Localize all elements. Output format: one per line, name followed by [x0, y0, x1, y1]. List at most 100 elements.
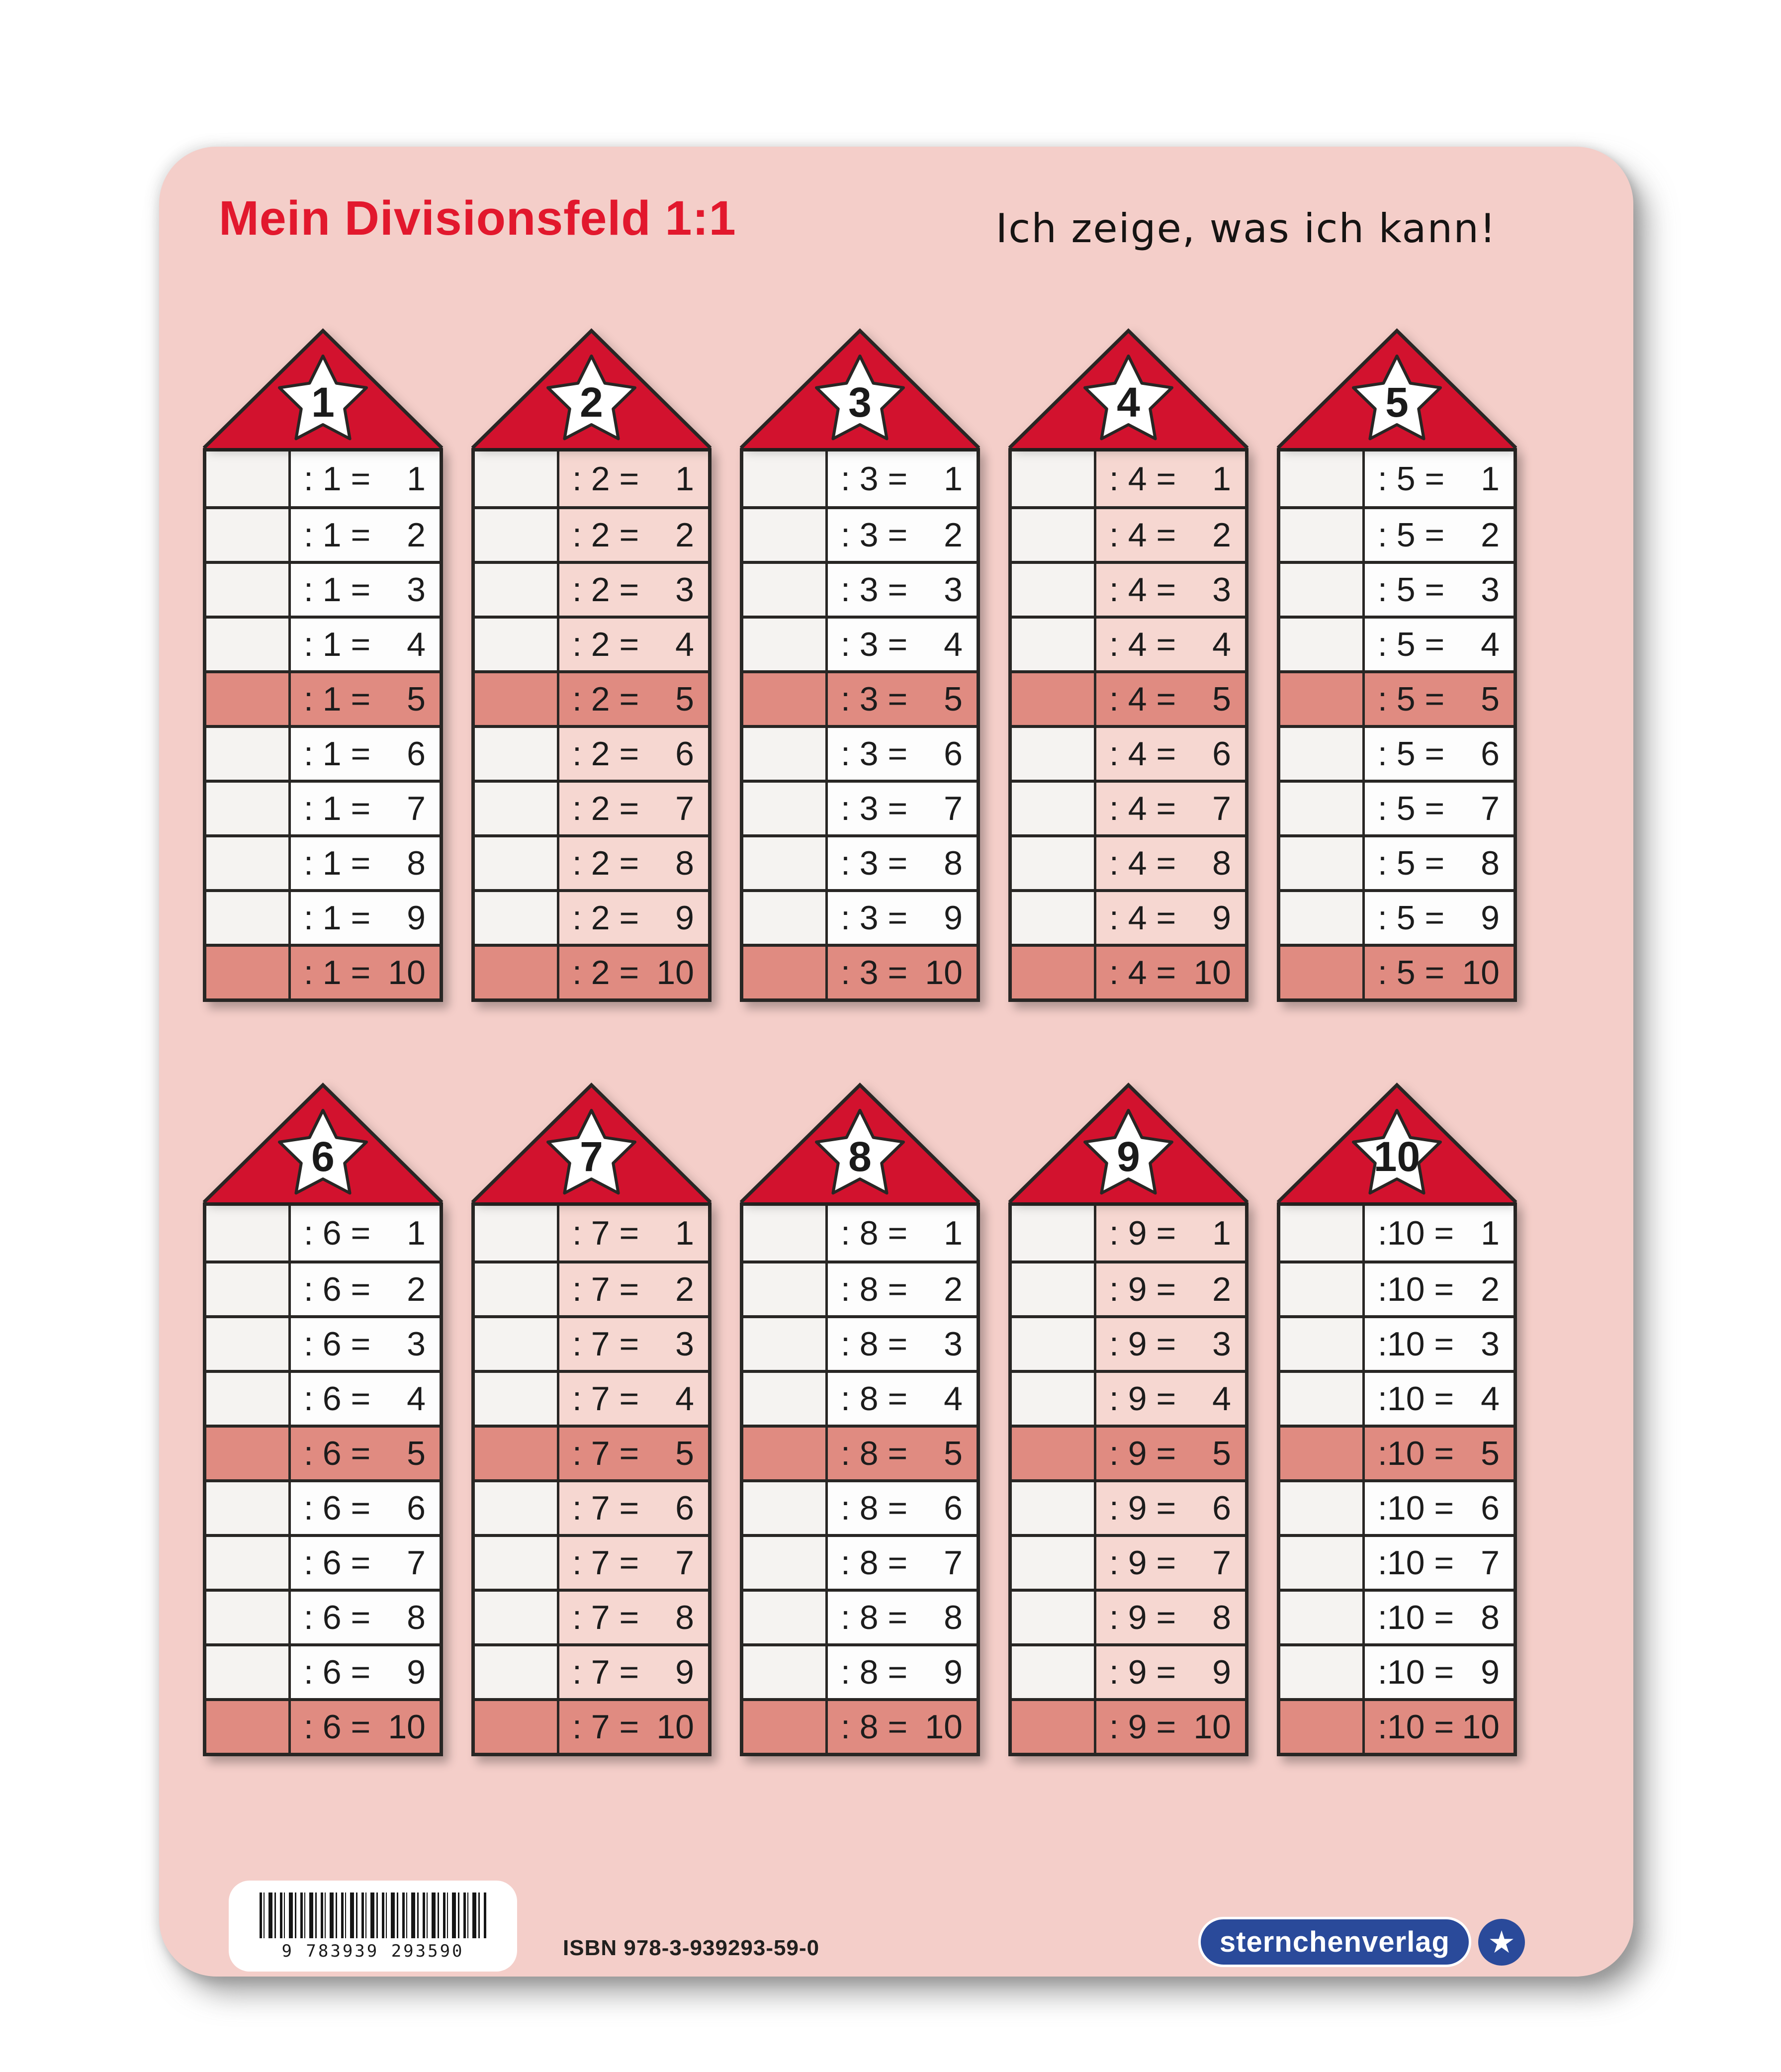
answer-cell — [1012, 1263, 1096, 1315]
equation-label: : 1 = — [304, 460, 371, 498]
equation-result: 4 — [1481, 626, 1500, 663]
answer-cell — [1280, 1646, 1365, 1698]
equation-result: 1 — [675, 460, 694, 498]
equation-cell: : 1 = 1 — [291, 451, 440, 506]
equation-cell: : 3 = 10 — [828, 947, 977, 998]
equation-cell: : 9 = 4 — [1096, 1373, 1245, 1425]
equation-cell: :10 = 5 — [1365, 1428, 1514, 1479]
answer-cell — [206, 892, 291, 944]
equation-cell: : 3 = 9 — [828, 892, 977, 944]
equation-label: : 4 = — [1109, 460, 1176, 498]
equation-label: : 5 = — [1378, 571, 1445, 609]
answer-cell — [206, 564, 291, 616]
answer-cell — [475, 673, 559, 725]
division-row: : 3 = 8 — [743, 834, 977, 889]
equation-cell: :10 = 3 — [1365, 1318, 1514, 1370]
house-number: 3 — [848, 379, 872, 426]
equation-result: 5 — [944, 1435, 963, 1472]
star-icon — [278, 1109, 368, 1195]
equation-cell: :10 = 8 — [1365, 1592, 1514, 1643]
division-row: : 9 = 2 — [1012, 1261, 1245, 1315]
division-row: : 3 = 2 — [743, 506, 977, 561]
equation-label: : 1 = — [304, 790, 371, 827]
equation-result: 2 — [675, 516, 694, 554]
equation-cell: : 7 = 3 — [559, 1318, 708, 1370]
division-house: 9 : 9 = 1 : 9 = 2 : 9 = 3 : 9 = 4 : 9 = … — [1008, 1081, 1248, 1756]
star-icon — [1352, 1109, 1442, 1195]
answer-cell — [1280, 619, 1365, 670]
answer-cell — [1280, 947, 1365, 998]
division-row: : 2 = 9 — [475, 889, 708, 944]
answer-cell — [743, 728, 828, 780]
equation-cell: : 3 = 6 — [828, 728, 977, 780]
equation-label: : 4 = — [1109, 626, 1176, 663]
division-table: :10 = 1 :10 = 2 :10 = 3 :10 = 4 :10 = 5 … — [1277, 1202, 1517, 1756]
equation-label: : 5 = — [1378, 516, 1445, 554]
equation-result: 2 — [944, 516, 963, 554]
division-row: : 8 = 7 — [743, 1534, 977, 1589]
division-row: : 5 = 9 — [1280, 889, 1514, 944]
division-row: : 3 = 10 — [743, 944, 977, 998]
answer-cell — [206, 619, 291, 670]
division-row: :10 = 6 — [1280, 1479, 1514, 1534]
equation-label: : 4 = — [1109, 571, 1176, 609]
equation-label: : 4 = — [1109, 680, 1176, 718]
division-row: : 3 = 3 — [743, 561, 977, 616]
division-house: 4 : 4 = 1 : 4 = 2 : 4 = 3 : 4 = 4 : 4 = … — [1008, 327, 1248, 1002]
division-house: 10 :10 = 1 :10 = 2 :10 = 3 :10 = 4 :10 =… — [1277, 1081, 1517, 1756]
answer-cell — [206, 783, 291, 834]
answer-cell — [1280, 1428, 1365, 1479]
equation-cell: : 6 = 7 — [291, 1537, 440, 1589]
answer-cell — [206, 1263, 291, 1315]
equation-cell: : 2 = 3 — [559, 564, 708, 616]
division-table: : 5 = 1 : 5 = 2 : 5 = 3 : 5 = 4 : 5 = 5 … — [1277, 448, 1517, 1002]
house-number: 10 — [1374, 1133, 1420, 1180]
division-row: : 3 = 4 — [743, 616, 977, 670]
equation-cell: : 4 = 8 — [1096, 837, 1245, 889]
division-house: 3 : 3 = 1 : 3 = 2 : 3 = 3 : 3 = 4 : 3 = … — [740, 327, 980, 1002]
equation-label: : 9 = — [1109, 1325, 1176, 1363]
equation-result: 10 — [1193, 1708, 1231, 1746]
equation-result: 10 — [1193, 954, 1231, 991]
division-row: : 6 = 8 — [206, 1589, 440, 1643]
equation-result: 7 — [1481, 1544, 1500, 1582]
equation-cell: : 6 = 6 — [291, 1482, 440, 1534]
equation-cell: : 7 = 7 — [559, 1537, 708, 1589]
equation-cell: : 4 = 2 — [1096, 509, 1245, 561]
equation-label: : 7 = — [572, 1599, 639, 1636]
equation-label: : 6 = — [304, 1544, 371, 1582]
equation-result: 10 — [1462, 1708, 1500, 1746]
answer-cell — [743, 1373, 828, 1425]
answer-cell — [743, 1206, 828, 1261]
division-row: : 1 = 7 — [206, 780, 440, 834]
equation-label: : 3 = — [841, 954, 908, 991]
equation-result: 3 — [407, 1325, 426, 1363]
division-row: : 2 = 10 — [475, 944, 708, 998]
equation-result: 7 — [1212, 790, 1231, 827]
equation-cell: : 5 = 10 — [1365, 947, 1514, 998]
equation-label: : 5 = — [1378, 899, 1445, 937]
equation-result: 5 — [407, 680, 426, 718]
equation-cell: : 1 = 3 — [291, 564, 440, 616]
houses-row-2: 6 : 6 = 1 : 6 = 2 : 6 = 3 : 6 = 4 : 6 = … — [203, 1081, 1517, 1756]
equation-result: 3 — [1212, 571, 1231, 609]
equation-result: 7 — [675, 790, 694, 827]
equation-cell: : 5 = 9 — [1365, 892, 1514, 944]
answer-cell — [206, 1592, 291, 1643]
equation-label: :10 = — [1378, 1653, 1454, 1691]
answer-cell — [743, 783, 828, 834]
equation-cell: : 8 = 8 — [828, 1592, 977, 1643]
equation-cell: : 1 = 2 — [291, 509, 440, 561]
division-row: : 5 = 4 — [1280, 616, 1514, 670]
division-row: : 1 = 3 — [206, 561, 440, 616]
equation-label: : 1 = — [304, 571, 371, 609]
equation-cell: :10 = 10 — [1365, 1701, 1514, 1753]
division-table: : 9 = 1 : 9 = 2 : 9 = 3 : 9 = 4 : 9 = 5 … — [1008, 1202, 1248, 1756]
equation-cell: : 1 = 6 — [291, 728, 440, 780]
equation-cell: : 7 = 6 — [559, 1482, 708, 1534]
division-row: :10 = 3 — [1280, 1315, 1514, 1370]
answer-cell — [1012, 1428, 1096, 1479]
answer-cell — [743, 1318, 828, 1370]
division-row: : 4 = 9 — [1012, 889, 1245, 944]
equation-label: : 3 = — [841, 626, 908, 663]
